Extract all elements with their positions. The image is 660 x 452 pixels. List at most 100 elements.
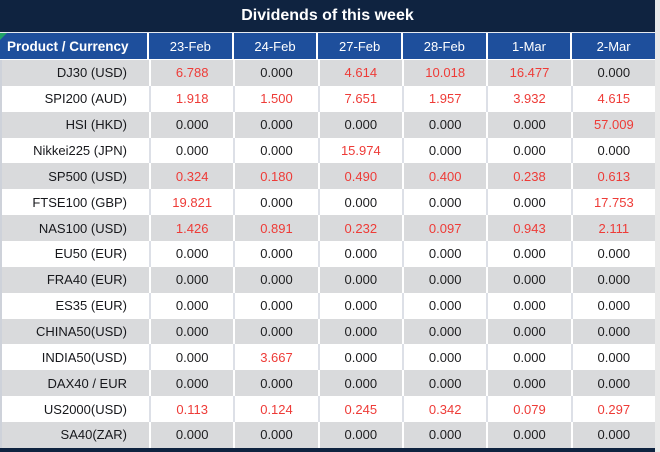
value-cell: 0.000	[233, 111, 317, 138]
value-cell: 0.000	[149, 344, 233, 371]
value-cell: 0.000	[486, 422, 570, 448]
value-cell: 0.000	[486, 137, 570, 164]
product-cell: FTSE100 (GBP)	[2, 189, 149, 215]
table-row: ES35 (EUR) 0.000 0.000 0.000 0.000 0.000 0.00…	[0, 292, 655, 319]
value-cell: 0.324	[149, 163, 233, 190]
header-row: Product / Currency 23-Feb 24-Feb 27-Feb 28-…	[0, 33, 655, 60]
product-cell: SP500 (USD)	[2, 163, 149, 189]
product-label: US2000(USD)	[43, 401, 127, 417]
value-cell: 0.000	[233, 318, 317, 345]
value-cell: 17.753	[570, 189, 655, 216]
value-cell: 0.000	[570, 266, 655, 293]
value-cell: 0.000	[317, 292, 402, 319]
value-cell: 0.000	[149, 241, 233, 267]
value-cell: 0.000	[486, 111, 570, 138]
value-cell: 0.000	[486, 189, 570, 216]
table-row: NAS100 (USD) 1.426 0.891 0.232 0.097 0.943 2.…	[0, 215, 655, 242]
product-label: INDIA50(USD)	[41, 349, 127, 365]
value-cell: 1.957	[402, 85, 486, 112]
table-row: FRA40 (EUR) 0.000 0.000 0.000 0.000 0.000 0.0…	[0, 266, 655, 293]
value-cell: 0.000	[149, 111, 233, 138]
value-cell: 0.000	[233, 241, 317, 267]
value-cell: 0.000	[233, 189, 317, 216]
product-cell: SA40(ZAR)	[2, 422, 149, 448]
value-cell: 0.000	[402, 241, 486, 267]
value-cell: 0.097	[402, 215, 486, 242]
value-cell: 4.615	[570, 85, 655, 112]
value-cell: 0.000	[402, 370, 486, 397]
product-label: ES35 (EUR)	[55, 298, 127, 314]
product-cell: EU50 (EUR)	[2, 241, 149, 267]
table-row: EU50 (EUR) 0.000 0.000 0.000 0.000 0.000 0.00…	[0, 241, 655, 267]
header-cell-product: Product / Currency	[0, 33, 147, 59]
product-cell: CHINA50(USD)	[2, 319, 149, 345]
value-cell: 0.891	[233, 215, 317, 242]
value-cell: 57.009	[570, 111, 655, 138]
table-row: SPI200 (AUD) 1.918 1.500 7.651 1.957 3.932 4.…	[0, 85, 655, 112]
value-cell: 0.000	[317, 111, 402, 138]
value-cell: 2.111	[570, 215, 655, 242]
product-cell: INDIA50(USD)	[2, 344, 149, 370]
table-body: DJ30 (USD) 6.788 0.000 4.614 10.018 16.477 0.…	[0, 60, 655, 448]
product-label: SA40(ZAR)	[60, 427, 127, 443]
value-cell: 0.124	[233, 396, 317, 423]
value-cell: 0.232	[317, 215, 402, 242]
value-cell: 0.342	[402, 396, 486, 423]
value-cell: 0.000	[233, 422, 317, 448]
value-cell: 0.000	[570, 318, 655, 345]
product-cell: NAS100 (USD)	[2, 215, 149, 241]
value-cell: 0.000	[233, 266, 317, 293]
product-label: EU50 (EUR)	[54, 246, 127, 262]
value-cell: 0.000	[486, 292, 570, 319]
green-corner-marker-icon	[0, 33, 7, 40]
table-row: US2000(USD) 0.113 0.124 0.245 0.342 0.079 0.2…	[0, 396, 655, 423]
value-cell: 3.667	[233, 344, 317, 371]
value-cell: 0.000	[570, 370, 655, 397]
product-label: FTSE100 (GBP)	[32, 194, 127, 210]
table-row: DJ30 (USD) 6.788 0.000 4.614 10.018 16.477 0.…	[0, 60, 655, 86]
value-cell: 0.000	[317, 241, 402, 267]
value-cell: 0.000	[317, 422, 402, 448]
value-cell: 0.000	[149, 137, 233, 164]
value-cell: 0.000	[149, 318, 233, 345]
product-label: SP500 (USD)	[48, 168, 127, 184]
value-cell: 0.000	[402, 137, 486, 164]
value-cell: 0.000	[233, 137, 317, 164]
value-cell: 4.614	[317, 60, 402, 86]
table-title-bar: Dividends of this week	[0, 0, 655, 33]
table-row: Nikkei225 (JPN) 0.000 0.000 15.974 0.000 0.0…	[0, 137, 655, 164]
value-cell: 0.000	[486, 370, 570, 397]
value-cell: 0.000	[570, 241, 655, 267]
value-cell: 1.426	[149, 215, 233, 242]
value-cell: 7.651	[317, 85, 402, 112]
value-cell: 16.477	[486, 60, 570, 86]
value-cell: 0.000	[233, 370, 317, 397]
value-cell: 0.000	[402, 318, 486, 345]
product-cell: US2000(USD)	[2, 396, 149, 422]
value-cell: 0.000	[149, 422, 233, 448]
value-cell: 0.245	[317, 396, 402, 423]
value-cell: 0.000	[233, 292, 317, 319]
table-row: DAX40 / EUR 0.000 0.000 0.000 0.000 0.000 0.0…	[0, 370, 655, 397]
value-cell: 0.000	[317, 318, 402, 345]
value-cell: 0.000	[402, 111, 486, 138]
value-cell: 0.943	[486, 215, 570, 242]
header-cell-date: 2-Mar	[570, 33, 655, 59]
value-cell: 0.000	[570, 344, 655, 371]
value-cell: 0.180	[233, 163, 317, 190]
value-cell: 0.000	[570, 292, 655, 319]
value-cell: 0.000	[317, 189, 402, 216]
product-cell: FRA40 (EUR)	[2, 267, 149, 293]
value-cell: 0.000	[149, 370, 233, 397]
product-cell: Nikkei225 (JPN)	[2, 138, 149, 164]
product-cell: SPI200 (AUD)	[2, 86, 149, 112]
table-row: HSI (HKD) 0.000 0.000 0.000 0.000 0.000 57.00…	[0, 111, 655, 138]
value-cell: 0.000	[570, 422, 655, 448]
table-row: FTSE100 (GBP) 19.821 0.000 0.000 0.000 0.000…	[0, 189, 655, 216]
value-cell: 0.000	[402, 266, 486, 293]
value-cell: 0.238	[486, 163, 570, 190]
value-cell: 0.000	[149, 292, 233, 319]
value-cell: 0.000	[317, 266, 402, 293]
value-cell: 0.000	[402, 292, 486, 319]
